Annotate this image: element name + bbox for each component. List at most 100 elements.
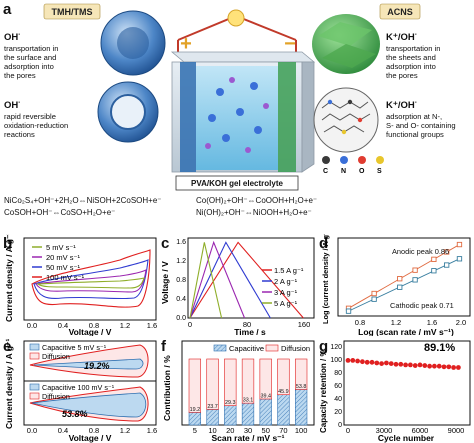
svg-text:80: 80: [243, 320, 251, 329]
data-point: [456, 256, 463, 262]
bar-capacitive: [277, 394, 290, 426]
svg-text:1.2: 1.2: [391, 318, 401, 327]
svg-text:60: 60: [334, 383, 342, 390]
svg-text:K⁺/OH-: K⁺/OH-: [386, 100, 417, 111]
svg-text:0: 0: [188, 320, 192, 329]
bar-value-label: 39.4: [260, 393, 271, 399]
data-point: [456, 365, 461, 370]
data-point: [422, 363, 428, 368]
svg-text:3 A g⁻¹: 3 A g⁻¹: [274, 288, 298, 297]
bar-capacitive: [241, 402, 255, 426]
svg-text:C: C: [323, 168, 328, 175]
gcd-curve: [189, 241, 304, 319]
panel-e-ylabel: Current density / A g⁻¹: [4, 339, 14, 429]
bar-diffusion: [206, 358, 219, 410]
bar-capacitive: [294, 389, 308, 426]
data-point: [393, 361, 399, 367]
cathodic-label: Cathodic peak 0.71: [390, 301, 454, 310]
svg-text:1.6: 1.6: [176, 239, 186, 246]
panel-f-xlabel: Scan rate / mV s⁻¹: [212, 433, 285, 443]
svg-text:N: N: [341, 168, 346, 175]
svg-text:O: O: [359, 168, 365, 175]
cv-100: [31, 249, 151, 308]
svg-text:0.8: 0.8: [89, 426, 99, 435]
panel-f-letter: f: [161, 338, 167, 355]
data-point: [446, 364, 452, 370]
bar-diffusion: [188, 358, 202, 413]
panel-e-xlabel: Voltage / V: [69, 433, 112, 443]
right-top-text: transportation in the sheets and adsorpt…: [386, 44, 443, 80]
bar-value-label: 45.9: [278, 389, 289, 395]
svg-text:20 mV s⁻¹: 20 mV s⁻¹: [46, 253, 80, 262]
equation-1: NiCo₂S₄+OH⁻+2H₂O⇔NiSOH+2CoSOH+e⁻: [4, 196, 162, 205]
panel-b-letter: b: [3, 235, 12, 252]
left-top-ion: OH: [4, 32, 18, 43]
bar-value-label: 23.7: [207, 404, 218, 410]
data-point: [436, 363, 442, 369]
x-tick-label: 5: [193, 426, 197, 435]
data-point: [431, 268, 437, 274]
svg-text:0.0: 0.0: [27, 426, 37, 435]
bar-capacitive: [224, 405, 237, 426]
panel-b-xticks: 0.0 0.4 0.8 1.2 1.6: [27, 321, 157, 330]
left-bottom-text: rapid reversible oxidation-reduction rea…: [4, 112, 70, 139]
svg-text:2.0: 2.0: [456, 318, 466, 327]
panel-g-xticks: 0 3000 6000 9000: [346, 426, 464, 435]
data-point: [403, 362, 408, 368]
svg-text:0.0: 0.0: [27, 321, 37, 330]
panel-e-chart: e Current density / A g⁻¹ Capacitive 5 m…: [3, 338, 157, 443]
panel-f-legend: Capacitive Diffusion: [213, 344, 310, 353]
svg-text:OH-: OH-: [4, 100, 20, 111]
svg-text:K⁺/OH-: K⁺/OH-: [386, 32, 417, 43]
panel-a: a TMH/TMS ACNS OH-: [3, 1, 456, 217]
svg-text:2 A g⁻¹: 2 A g⁻¹: [274, 277, 298, 286]
svg-text:Capacitive 100 mV s⁻¹: Capacitive 100 mV s⁻¹: [42, 383, 115, 392]
svg-text:Diffusion: Diffusion: [281, 344, 310, 353]
svg-text:0.8: 0.8: [89, 321, 99, 330]
svg-text:1.6: 1.6: [147, 426, 157, 435]
equation-3: Co(OH)₂+OH⁻⇔CoOOH+H₂O+e⁻: [196, 196, 317, 205]
e-bottom-legend: Capacitive 100 mV s⁻¹ Diffusion: [29, 383, 115, 401]
svg-text:1.2: 1.2: [120, 426, 130, 435]
svg-text:6000: 6000: [412, 426, 429, 435]
data-point: [397, 284, 403, 290]
bar-diffusion: [224, 358, 237, 406]
svg-text:5 A g⁻¹: 5 A g⁻¹: [274, 299, 298, 308]
right-tag: ACNS: [387, 7, 413, 17]
cv-5: [36, 277, 145, 289]
svg-text:120: 120: [330, 344, 342, 351]
svg-text:0.4: 0.4: [58, 321, 68, 330]
bar-value-label: 19.2: [190, 407, 201, 413]
bar-capacitive: [259, 398, 272, 426]
svg-text:80: 80: [334, 370, 342, 377]
data-point: [431, 256, 437, 263]
data-point: [371, 290, 377, 297]
svg-text:Capacitive 5 mV s⁻¹: Capacitive 5 mV s⁻¹: [42, 343, 107, 352]
svg-text:0.8: 0.8: [355, 318, 365, 327]
data-point: [397, 276, 403, 282]
tmh-core-shell-image: [97, 81, 159, 143]
data-point: [345, 308, 352, 314]
cv-20: [35, 269, 147, 293]
bar-diffusion: [259, 358, 272, 400]
svg-text:100 mV s⁻¹: 100 mV s⁻¹: [46, 273, 85, 282]
bar-capacitive: [188, 412, 202, 426]
x-tick-label: 70: [279, 426, 287, 435]
e-bottom-capacitive: [31, 392, 147, 418]
panel-e-xticks: 0.0 0.4 0.8 1.2 1.6: [27, 426, 157, 435]
data-point: [364, 359, 370, 365]
panel-d-chart: d Log (current density / A g⁻¹) Anodic p…: [319, 234, 471, 336]
panel-e-letter: e: [3, 338, 11, 355]
svg-text:9000: 9000: [448, 426, 465, 435]
left-tag: TMH/TMS: [52, 7, 93, 17]
bar-value-label: 29.3: [225, 400, 236, 406]
bar-capacitive: [206, 409, 219, 426]
svg-text:Capacitive: Capacitive: [229, 344, 264, 353]
right-top-ion: K⁺/OH: [386, 32, 415, 43]
panel-f-ylabel: Contribution / %: [162, 355, 172, 421]
gcd-curve: [189, 240, 246, 319]
equation-4: Ni(OH)₂+OH⁻⇔NiOOH+H₂O+e⁻: [196, 208, 312, 217]
data-point: [350, 357, 356, 363]
g-points: [345, 357, 461, 370]
data-point: [398, 361, 404, 367]
